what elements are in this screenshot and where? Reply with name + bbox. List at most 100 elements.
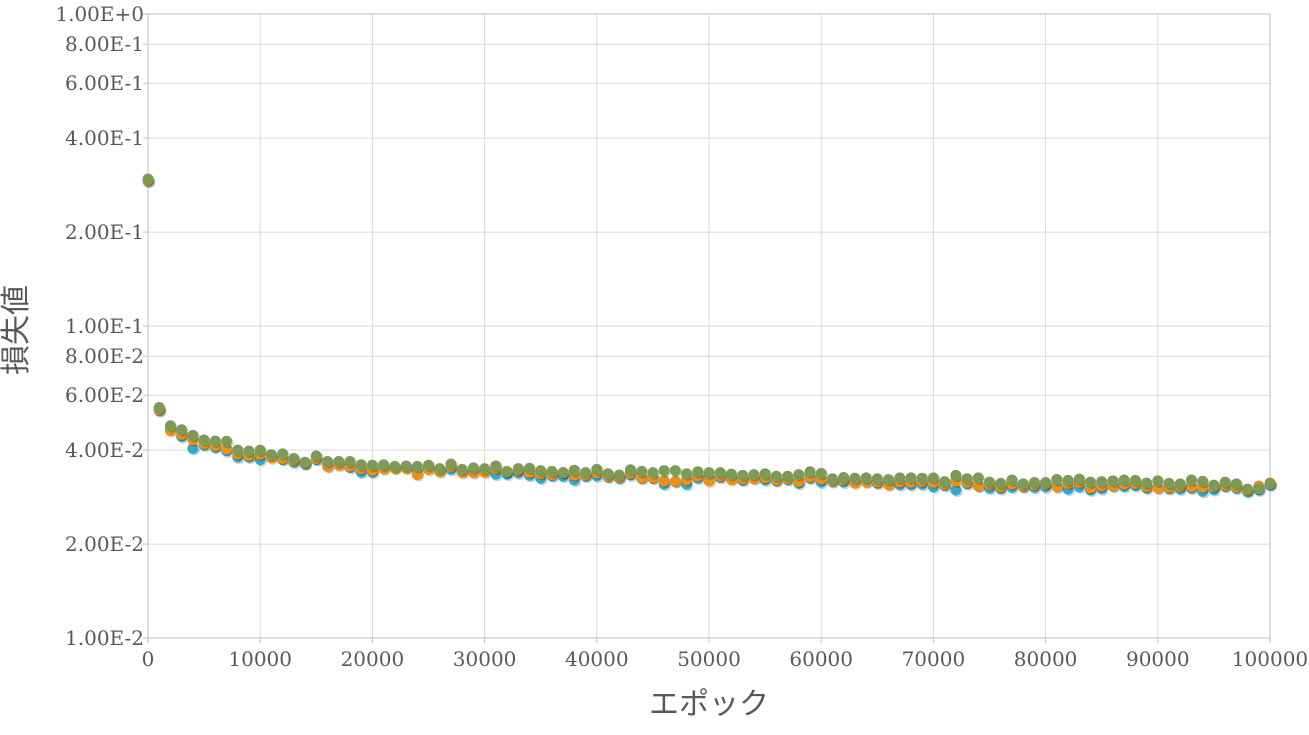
series-3: [142, 173, 1277, 497]
data-point: [423, 459, 434, 471]
data-point: [591, 463, 603, 475]
data-point: [512, 463, 524, 475]
data-point: [1253, 483, 1265, 495]
data-point: [1051, 474, 1063, 486]
data-point: [894, 472, 906, 484]
data-point: [703, 467, 715, 479]
x-tick-label: 100000: [1232, 647, 1308, 671]
data-point: [355, 459, 367, 471]
data-point: [748, 469, 760, 481]
data-point: [1096, 476, 1108, 488]
data-point: [905, 472, 917, 484]
data-point: [142, 173, 154, 185]
data-point: [1107, 475, 1119, 487]
x-axis-title: エポック: [649, 687, 769, 722]
data-point: [310, 450, 322, 462]
y-axis-tick-labels: 1.00E+0 8.00E-1 6.00E-1 4.00E-1 2.00E-1 1.00E…: [55, 2, 144, 650]
y-tick-label: 8.00E-1: [65, 32, 144, 56]
data-point: [669, 465, 681, 477]
data-point: [467, 462, 479, 474]
data-point: [950, 469, 962, 481]
data-point: [995, 477, 1007, 489]
data-point: [1028, 477, 1040, 489]
data-point: [389, 460, 401, 472]
plot-area-frame: [147, 13, 1271, 639]
data-point: [972, 480, 984, 492]
data-point: [972, 472, 984, 484]
data-point: [849, 472, 861, 484]
y-tick-label: 8.00E-2: [65, 344, 144, 368]
data-point: [927, 472, 939, 484]
data-point: [1208, 479, 1220, 491]
data-point: [221, 435, 233, 447]
y-tick-label: 2.00E-1: [65, 220, 144, 244]
data-point: [1163, 477, 1175, 489]
data-point: [647, 467, 659, 479]
data-point: [916, 472, 928, 484]
data-point: [198, 434, 210, 446]
data-point: [411, 460, 423, 472]
data-point: [770, 470, 782, 482]
data-series: [142, 173, 1277, 499]
data-point: [546, 465, 558, 477]
data-point: [725, 468, 737, 480]
data-point: [1197, 475, 1209, 487]
data-point: [333, 455, 345, 467]
data-point: [153, 402, 165, 414]
data-point: [860, 472, 872, 484]
data-point: [501, 466, 513, 478]
data-point: [411, 469, 423, 481]
data-point: [602, 468, 614, 480]
data-point: [826, 473, 838, 485]
data-point: [613, 469, 625, 481]
x-tick-label: 40000: [565, 647, 629, 671]
y-tick-label: 1.00E+0: [55, 2, 144, 26]
y-tick-label: 4.00E-1: [65, 126, 144, 150]
data-point: [456, 463, 468, 475]
x-tick-label: 60000: [789, 647, 853, 671]
data-point: [243, 445, 255, 457]
series-2: [142, 174, 1277, 498]
data-point: [434, 463, 446, 475]
grid-lines: [143, 13, 1271, 643]
data-point: [187, 429, 199, 441]
x-tick-label: 70000: [902, 647, 966, 671]
data-point: [883, 474, 895, 486]
data-point: [804, 466, 816, 478]
data-point: [265, 449, 277, 461]
data-point: [939, 476, 951, 488]
data-point: [1141, 477, 1153, 489]
data-point: [209, 435, 221, 447]
data-point: [232, 444, 244, 456]
data-point: [1040, 477, 1052, 489]
data-point: [950, 484, 962, 496]
data-point: [1118, 474, 1130, 486]
data-point: [669, 475, 681, 487]
data-point: [322, 455, 334, 467]
data-point: [378, 459, 390, 471]
data-point: [737, 469, 749, 481]
x-tick-label: 20000: [341, 647, 405, 671]
data-point: [176, 424, 188, 436]
data-point: [1006, 474, 1018, 486]
data-point: [400, 460, 412, 472]
data-point: [1242, 483, 1254, 495]
x-tick-label: 0: [142, 647, 155, 671]
data-point: [187, 442, 199, 454]
data-point: [1062, 474, 1074, 486]
data-point: [1174, 478, 1186, 490]
data-point: [815, 467, 827, 479]
data-point: [557, 467, 569, 479]
data-point: [490, 460, 502, 472]
data-point: [782, 470, 794, 482]
data-point: [277, 448, 289, 460]
x-tick-label: 50000: [677, 647, 741, 671]
data-point: [1073, 473, 1085, 485]
y-axis-title: 損失値: [0, 285, 34, 375]
data-point: [681, 468, 693, 480]
data-point: [703, 475, 715, 487]
data-point: [1230, 478, 1242, 490]
data-point: [580, 467, 592, 479]
